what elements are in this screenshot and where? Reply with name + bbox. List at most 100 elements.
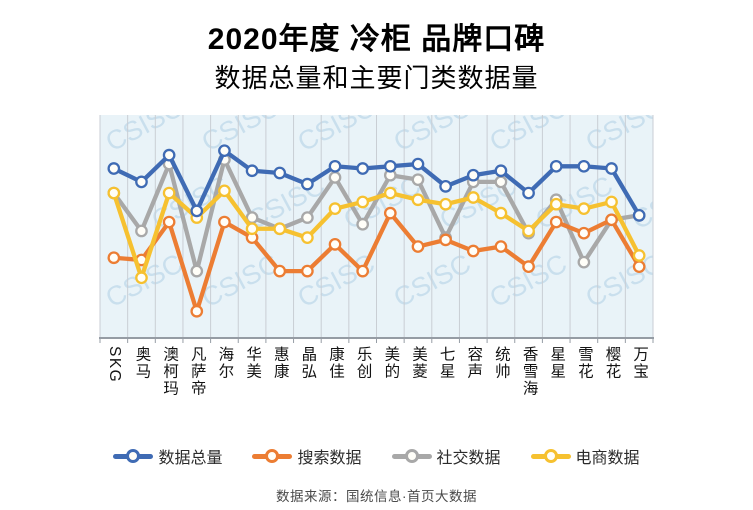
- x-axis-label: 星星: [548, 346, 566, 380]
- data-point: [632, 249, 646, 262]
- data-point: [328, 237, 342, 251]
- data-point: [328, 159, 342, 173]
- data-point: [135, 224, 148, 238]
- data-point: [522, 186, 535, 200]
- data-point: [245, 222, 259, 236]
- chart-subtitle: 数据总量和主要门类数据量: [214, 63, 539, 93]
- legend-item-total-data: 数据总量: [113, 444, 222, 468]
- legend-marker-line-icon: [252, 449, 293, 464]
- data-point: [522, 224, 535, 238]
- data-point: [162, 148, 176, 162]
- data-source-note: 数据来源：国统信息·首页大数据: [276, 489, 477, 504]
- data-point: [301, 177, 314, 191]
- data-point: [632, 260, 646, 273]
- data-point: [273, 264, 287, 278]
- data-point: [218, 184, 231, 198]
- x-axis-label: 惠康: [271, 346, 289, 380]
- data-point: [301, 264, 314, 278]
- legend-label: 搜索数据: [297, 450, 362, 467]
- data-point: [632, 209, 646, 222]
- data-point: [439, 180, 452, 193]
- data-point: [577, 202, 591, 216]
- chart-legend: 数据总量 搜索数据 社交数据 电商数据: [0, 444, 753, 468]
- data-point: [466, 168, 480, 182]
- x-axis-label: 香雪海: [520, 346, 538, 397]
- data-point: [301, 231, 314, 244]
- x-axis-label: SKG: [105, 346, 123, 384]
- x-axis-label: 统帅: [492, 346, 510, 380]
- data-point: [356, 264, 370, 278]
- data-point: [107, 186, 121, 200]
- x-axis-label: 美菱: [409, 346, 427, 380]
- data-point: [577, 226, 591, 240]
- x-axis-label: 康佳: [327, 346, 345, 380]
- data-point: [605, 195, 618, 209]
- data-point: [162, 215, 176, 229]
- legend-label: 社交数据: [436, 450, 501, 467]
- legend-item-ecommerce-data: 电商数据: [530, 444, 640, 468]
- data-point: [439, 197, 452, 211]
- x-axis-label: 海尔: [216, 346, 234, 380]
- data-point: [466, 191, 480, 204]
- series-line: [111, 148, 642, 218]
- data-point: [411, 157, 425, 171]
- data-point: [301, 211, 314, 224]
- legend-item-search-data: 搜索数据: [252, 444, 362, 468]
- data-point: [577, 159, 591, 173]
- data-point: [439, 233, 452, 247]
- x-axis-label: 樱花: [603, 346, 621, 380]
- data-point: [383, 159, 397, 173]
- data-point: [494, 164, 508, 178]
- x-axis-label: 乐创: [354, 346, 372, 380]
- data-point: [605, 162, 618, 175]
- x-axis-label: 容声: [465, 346, 483, 380]
- data-point: [605, 213, 618, 227]
- data-point: [273, 166, 287, 180]
- x-axis-label: 万宝: [631, 346, 649, 380]
- data-point: [328, 202, 342, 216]
- data-point: [107, 251, 121, 265]
- x-axis-label: 凡萨帝: [188, 346, 206, 397]
- legend-marker-line-icon: [113, 449, 154, 464]
- data-point: [162, 186, 176, 200]
- legend-label: 电商数据: [575, 450, 640, 467]
- data-point: [494, 206, 508, 220]
- legend-marker-line-icon: [391, 449, 432, 464]
- data-point: [135, 271, 148, 285]
- data-point: [273, 222, 287, 236]
- data-point: [245, 164, 259, 178]
- data-point: [522, 260, 535, 273]
- data-point: [577, 255, 591, 269]
- chart-title: 2020年度 冷柜 品牌口碑: [207, 23, 546, 56]
- x-axis-labels: SKG 奥马 澳柯玛 凡萨帝 海尔 华美 惠康 晶弘 康佳 乐创 美的 美菱 七星 容声 统帅 香雪海 星星 雪花…: [0, 346, 753, 438]
- x-axis-label: 美的: [382, 346, 400, 380]
- series-total-data: [107, 144, 646, 222]
- x-axis-label: 七星: [437, 346, 455, 380]
- x-axis-label: 雪花: [575, 346, 593, 380]
- series-search-data: [107, 206, 646, 318]
- data-point: [411, 173, 425, 187]
- data-point: [135, 175, 148, 189]
- data-point: [549, 197, 563, 211]
- data-point: [494, 175, 508, 189]
- data-point: [383, 206, 397, 220]
- data-point: [466, 244, 480, 258]
- data-point: [328, 171, 342, 184]
- data-point: [411, 193, 425, 207]
- data-point: [356, 217, 370, 231]
- x-axis-label: 晶弘: [299, 346, 317, 380]
- legend-label: 数据总量: [158, 450, 223, 467]
- data-point: [190, 264, 204, 278]
- x-axis-label: 华美: [244, 346, 262, 380]
- data-point: [549, 215, 563, 229]
- data-point: [549, 159, 563, 173]
- data-point: [107, 162, 121, 175]
- data-point: [218, 144, 231, 158]
- data-point: [190, 204, 204, 218]
- data-point: [190, 304, 204, 318]
- data-point: [356, 162, 370, 175]
- data-point: [411, 240, 425, 253]
- data-point: [218, 215, 231, 229]
